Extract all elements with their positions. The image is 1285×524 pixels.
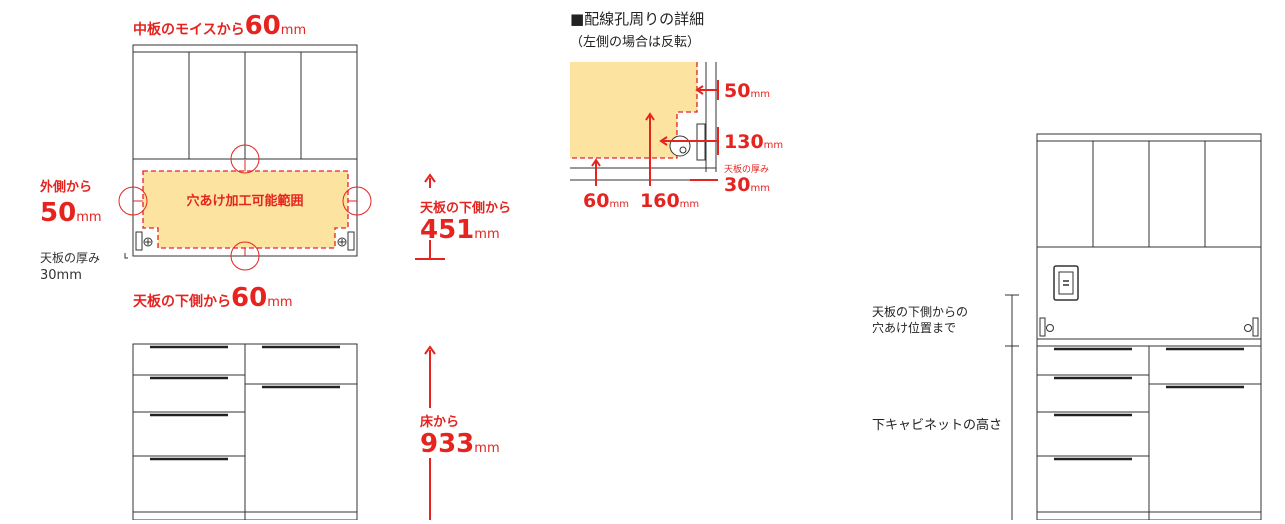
arrow-left-icon <box>659 136 668 146</box>
left-margin-marker <box>118 186 148 216</box>
arrow-up-icon <box>424 345 436 408</box>
detail-title: ■配線孔周りの詳細 <box>570 10 704 28</box>
position-label-2: 穴あけ位置まで <box>872 320 956 335</box>
drawer-front <box>133 374 357 513</box>
detail-area-border <box>570 62 698 159</box>
floor-label: 床から <box>420 414 459 430</box>
thickness-value: 30mm <box>40 268 82 283</box>
full-cabinet-diagram: 天板の下側からの 穴あけ位置まで 下キャビネットの高さ <box>870 133 1262 521</box>
outlet-icon <box>1053 265 1079 301</box>
screw-icon <box>135 231 153 251</box>
upper-cabinet-top <box>132 44 358 53</box>
position-label-1: 天板の下側からの <box>872 305 968 319</box>
side-margin-label: 外側から <box>39 179 92 195</box>
dim-60-label: 60mm <box>583 190 629 212</box>
cabinet-height-label: 下キャビネットの高さ <box>872 417 1002 433</box>
drawer-front <box>1037 374 1261 513</box>
right-upper-top <box>1036 133 1262 142</box>
drillable-area-label: 穴あけ加工可能範囲 <box>186 193 303 209</box>
dim-160-label: 160mm <box>640 190 699 212</box>
floor-value: 933mm <box>420 429 500 459</box>
side-margin-value: 50mm <box>40 198 102 228</box>
top-margin-marker <box>230 144 260 174</box>
counter-top <box>1036 338 1262 347</box>
right-margin-marker <box>342 186 372 216</box>
main-diagram: 中板のモイスから60mm 穴あけ加工可能範囲 <box>39 11 511 521</box>
drillable-area <box>142 170 349 249</box>
detail-thickness-label: 天板の厚み <box>724 163 769 175</box>
height-value: 451mm <box>420 215 500 245</box>
dim-50-label: 50mm <box>724 80 770 102</box>
detail-area <box>570 62 697 158</box>
thickness-label: 天板の厚み <box>40 251 100 265</box>
drawer-handle <box>150 345 340 461</box>
top-margin-label: 中板のモイスから60mm <box>133 11 306 41</box>
hole-detail: ■配線孔周りの詳細 （左側の場合は反転） 50mm 130mm 天板の厚み 30… <box>570 10 783 212</box>
arrow-up-icon <box>424 173 436 188</box>
thickness-marker <box>124 253 128 259</box>
cabinet-height-label-bg <box>870 414 1006 434</box>
arrow-left-icon <box>695 85 704 95</box>
arrow-up-icon <box>591 158 601 167</box>
bottom-margin-label: 天板の下側から60mm <box>133 283 293 313</box>
screw-icon <box>1039 317 1259 337</box>
drawer-handle <box>1054 347 1244 461</box>
bottom-margin-marker <box>230 241 260 271</box>
dim-30-label: 30mm <box>724 174 770 196</box>
arrow-up-icon <box>645 112 655 121</box>
screw-icon <box>337 231 355 251</box>
detail-subtitle: （左側の場合は反転） <box>570 35 700 50</box>
dim-130-label: 130mm <box>724 131 783 153</box>
height-label: 天板の下側から <box>420 200 511 216</box>
